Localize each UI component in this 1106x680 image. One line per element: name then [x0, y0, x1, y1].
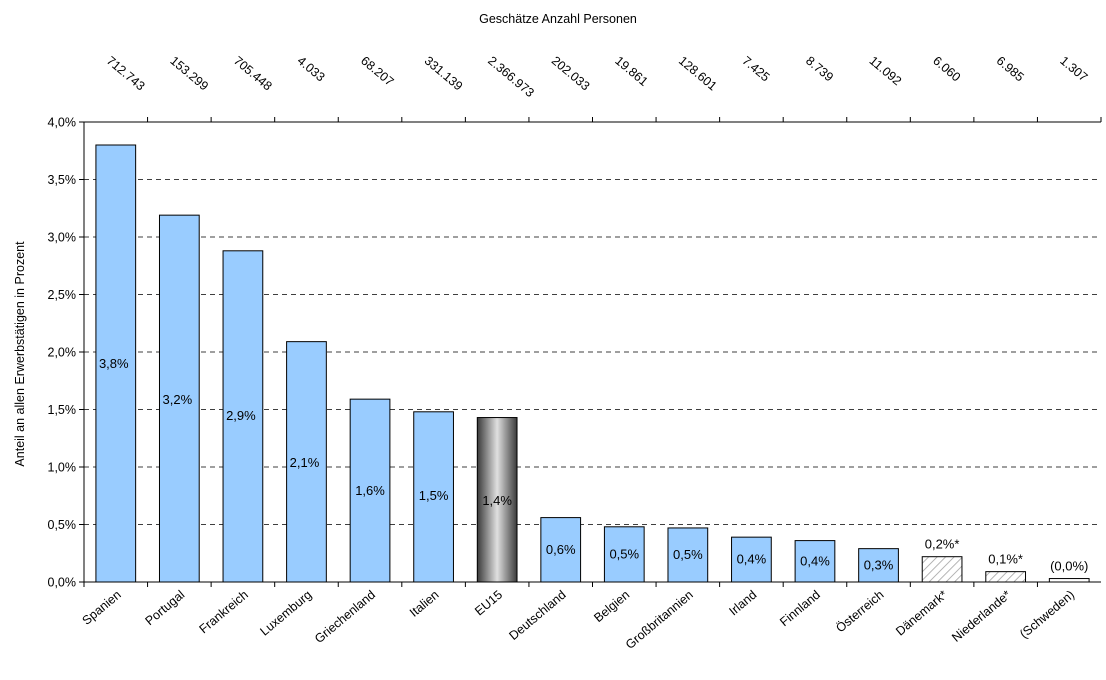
bar-value-label: 0,4% — [800, 553, 830, 568]
axes — [79, 117, 1102, 587]
bar-12 — [858, 548, 899, 583]
top-value-label: 6.060 — [930, 54, 963, 85]
bar-2 — [222, 250, 264, 583]
top-value-label: 11.092 — [867, 54, 905, 89]
bar-value-label: 1,6% — [355, 483, 385, 498]
category-label: Griechenland — [312, 588, 378, 647]
y-tick-label: 3,5% — [48, 173, 77, 187]
bar-5 — [413, 411, 454, 583]
category-label: Luxemburg — [257, 588, 314, 639]
top-value-label: 6.985 — [994, 54, 1027, 85]
y-tick-label: 4,0% — [48, 116, 77, 130]
bar-value-label: (0,0%) — [1050, 559, 1088, 574]
category-label: Deutschland — [506, 588, 568, 643]
y-tick-label: 2,0% — [48, 346, 77, 360]
category-label: Dänemark* — [893, 587, 950, 638]
top-value-label: 1.307 — [1057, 54, 1090, 85]
bar-13 — [921, 556, 963, 583]
category-label: Großbritannien — [623, 588, 696, 652]
y-tick-label: 0,0% — [48, 576, 77, 590]
bar-14 — [985, 571, 1027, 583]
y-tick-label: 2,5% — [48, 288, 77, 302]
category-label: Spanien — [80, 588, 124, 628]
bar-value-label: 0,5% — [673, 547, 703, 562]
bar-15 — [1048, 578, 1090, 583]
bar-value-label: 0,2%* — [925, 537, 960, 552]
top-value-label: 202.033 — [549, 54, 593, 94]
category-label: Belgien — [591, 588, 632, 626]
top-value-label: 8.739 — [803, 54, 836, 85]
top-value-label: 705.448 — [231, 54, 275, 94]
category-label: Österreich — [833, 588, 886, 636]
top-value-label: 153.299 — [167, 54, 211, 94]
top-value-label: 128.601 — [676, 54, 720, 94]
bar-9 — [667, 527, 709, 583]
bar-11 — [794, 540, 836, 583]
bar-8 — [603, 526, 645, 583]
bar-value-label: 0,3% — [864, 557, 894, 572]
y-tick-label: 0,5% — [48, 518, 77, 532]
y-axis-title: Anteil an allen Erwerbstätigen in Prozen… — [13, 241, 27, 467]
top-value-label: 68.207 — [358, 54, 396, 89]
top-value-label: 712.743 — [104, 54, 148, 94]
top-value-label: 19.861 — [612, 54, 650, 89]
bar-7 — [540, 517, 582, 583]
category-label: Finnland — [777, 588, 823, 630]
y-tick-label: 1,0% — [48, 461, 77, 475]
top-value-label: 2.366.973 — [485, 54, 537, 101]
bar-6 — [476, 417, 518, 583]
top-value-label: 7.425 — [739, 54, 772, 85]
bar-10 — [731, 536, 772, 583]
category-label: Frankreich — [197, 588, 251, 637]
bar-4 — [349, 398, 391, 583]
bars — [95, 144, 1090, 583]
category-label: (Schweden) — [1017, 588, 1077, 642]
category-labels: Spanien Portugal Frankreich LuxemburgGriech… — [80, 587, 1078, 651]
bar-value-label: 1,5% — [419, 488, 449, 503]
value-labels: 3,8% 3,2% 2,9% 2,1% 1,6% 1,5% 1,4% 0,6% 0,5% 0,5%… — [99, 356, 1088, 574]
bar-3 — [286, 341, 327, 583]
bar-value-label: 3,8% — [99, 356, 129, 371]
bar-value-label: 2,1% — [290, 455, 320, 470]
bar-value-label: 1,4% — [482, 493, 512, 508]
category-label: Italien — [407, 588, 442, 620]
category-label: Niederlande* — [949, 587, 1013, 644]
bar-value-label: 0,4% — [737, 552, 767, 567]
y-tick-labels: 0,0% 0,5% 1,0% 1,5% 2,0% 2,5% 3,0% 3,5% 4,0% — [48, 116, 77, 590]
bar-value-label: 0,5% — [609, 546, 639, 561]
category-label: Irland — [726, 588, 759, 619]
y-tick-label: 1,5% — [48, 403, 77, 417]
bar-0 — [95, 144, 137, 583]
top-values: 712.743 153.299 705.448 4.033 68.207 331.139 2… — [104, 54, 1090, 101]
bar-value-label: 3,2% — [163, 392, 193, 407]
bar-value-label: 0,1%* — [988, 552, 1023, 567]
bar-value-label: 0,6% — [546, 542, 576, 557]
bar-value-label: 2,9% — [226, 408, 256, 423]
chart-title: Geschätze Anzahl Personen — [479, 12, 637, 26]
y-tick-label: 3,0% — [48, 231, 77, 245]
top-value-label: 331.139 — [422, 54, 466, 94]
category-label: Portugal — [143, 588, 188, 629]
top-value-label: 4.033 — [295, 54, 328, 85]
category-label: EU15 — [472, 588, 505, 619]
